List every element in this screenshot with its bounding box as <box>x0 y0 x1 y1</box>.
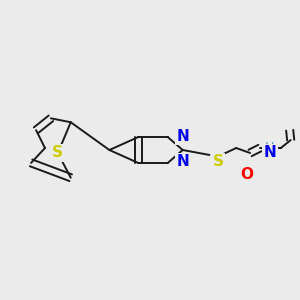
Text: O: O <box>241 167 254 182</box>
Text: H: H <box>265 140 274 154</box>
Text: N: N <box>176 129 189 144</box>
Text: N: N <box>176 154 189 169</box>
Text: N: N <box>263 146 276 160</box>
Text: S: S <box>213 154 224 169</box>
Text: S: S <box>52 146 63 160</box>
